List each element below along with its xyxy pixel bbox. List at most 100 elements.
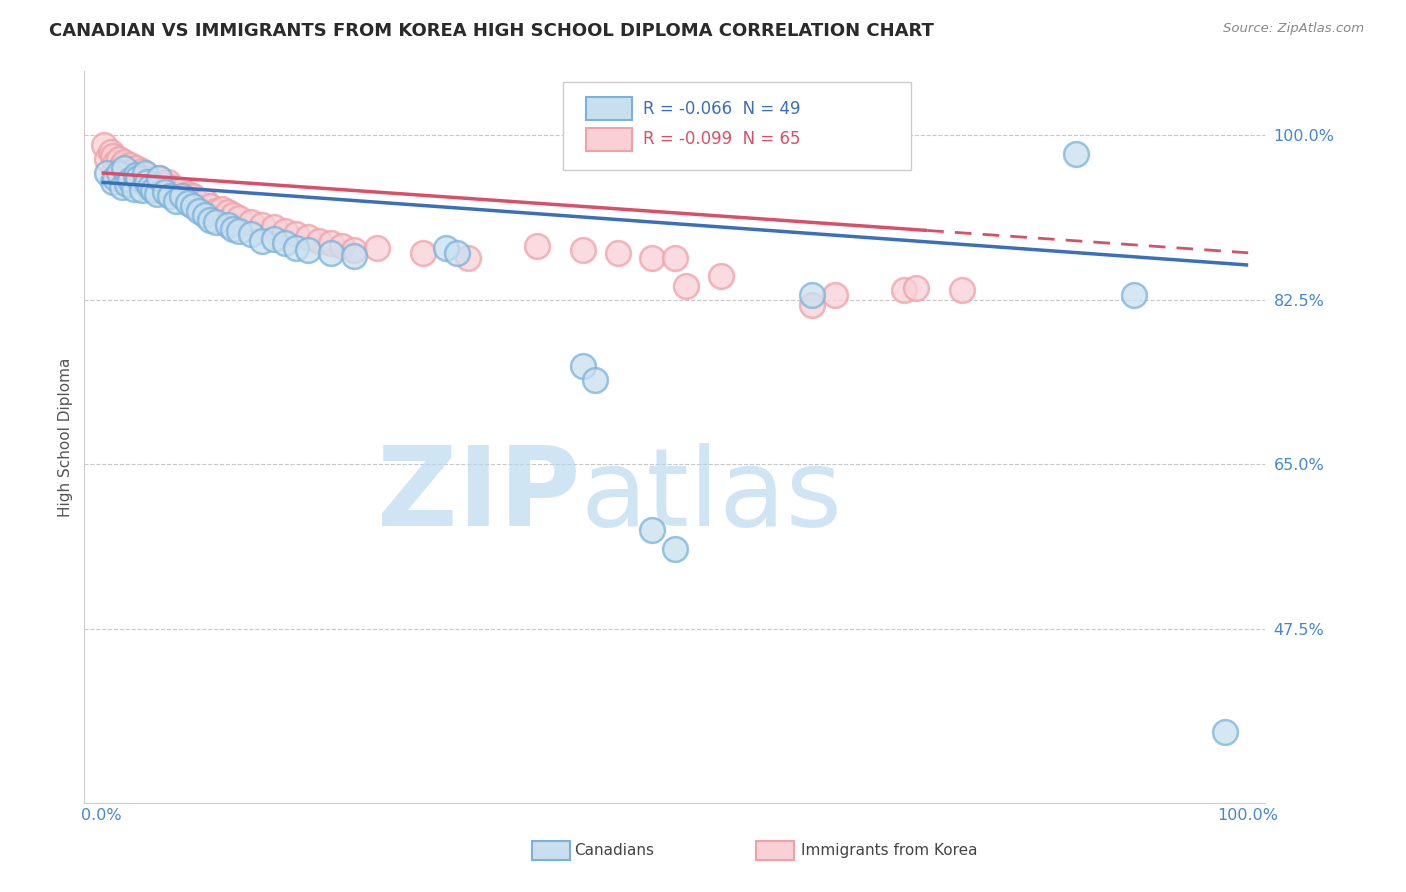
Point	[457, 251, 479, 265]
Point	[131, 164, 153, 178]
Point	[138, 173, 160, 187]
Point	[142, 183, 165, 197]
Point	[263, 232, 285, 246]
Text: CANADIAN VS IMMIGRANTS FROM KOREA HIGH SCHOOL DIPLOMA CORRELATION CHART: CANADIAN VS IMMIGRANTS FROM KOREA HIGH S…	[49, 22, 934, 40]
Point	[148, 170, 170, 185]
Point	[159, 180, 181, 194]
Point	[675, 278, 697, 293]
Point	[572, 243, 595, 257]
Point	[606, 245, 628, 260]
Point	[180, 192, 202, 206]
Point	[330, 239, 353, 253]
Point	[194, 208, 217, 222]
Point	[127, 170, 149, 185]
Point	[263, 220, 285, 235]
Point	[572, 359, 595, 373]
Point	[285, 241, 308, 255]
Point	[188, 196, 211, 211]
Point	[205, 215, 228, 229]
Point	[115, 177, 138, 191]
Point	[801, 288, 824, 302]
Point	[115, 161, 138, 176]
Point	[122, 166, 145, 180]
Text: R = -0.099  N = 65: R = -0.099 N = 65	[643, 130, 800, 148]
Point	[297, 243, 319, 257]
Point	[165, 194, 187, 208]
Point	[169, 186, 191, 201]
Point	[181, 189, 204, 203]
Point	[107, 166, 129, 180]
Point	[136, 175, 159, 189]
Point	[343, 243, 366, 257]
FancyBboxPatch shape	[586, 97, 633, 120]
Point	[434, 241, 457, 255]
FancyBboxPatch shape	[586, 128, 633, 151]
Point	[107, 152, 129, 166]
Point	[446, 245, 468, 260]
Point	[239, 227, 262, 241]
Point	[170, 183, 193, 197]
Point	[904, 280, 927, 294]
Point	[142, 177, 165, 191]
Point	[170, 189, 193, 203]
Point	[136, 168, 159, 182]
Point	[122, 182, 145, 196]
Point	[176, 186, 198, 201]
Point	[101, 175, 124, 189]
Text: R = -0.066  N = 49: R = -0.066 N = 49	[643, 100, 800, 118]
Point	[125, 161, 148, 176]
Point	[319, 245, 342, 260]
Point	[150, 177, 173, 191]
Point	[250, 234, 273, 248]
Point	[148, 170, 170, 185]
Point	[138, 180, 160, 194]
Point	[211, 202, 233, 216]
Point	[100, 145, 122, 160]
Point	[297, 230, 319, 244]
Point	[153, 183, 176, 197]
Text: Immigrants from Korea: Immigrants from Korea	[801, 843, 977, 858]
Point	[217, 205, 239, 219]
Text: Canadians: Canadians	[575, 843, 654, 858]
Point	[308, 234, 330, 248]
Text: Source: ZipAtlas.com: Source: ZipAtlas.com	[1223, 22, 1364, 36]
Point	[157, 175, 180, 189]
Point	[1213, 725, 1236, 739]
Point	[188, 203, 211, 218]
Point	[145, 186, 167, 201]
Point	[801, 297, 824, 311]
Point	[893, 284, 915, 298]
Point	[319, 236, 342, 251]
Point	[664, 251, 686, 265]
Point	[250, 218, 273, 232]
Point	[1064, 147, 1087, 161]
Point	[159, 189, 181, 203]
Point	[228, 224, 250, 238]
Point	[134, 166, 156, 180]
Point	[200, 213, 222, 227]
Point	[96, 166, 118, 180]
Text: ZIP: ZIP	[377, 442, 581, 549]
Point	[162, 185, 184, 199]
Point	[343, 249, 366, 263]
Point	[228, 211, 250, 225]
FancyBboxPatch shape	[562, 82, 911, 170]
Point	[194, 194, 217, 208]
Point	[127, 168, 149, 182]
Point	[664, 541, 686, 556]
Point	[412, 245, 434, 260]
Point	[125, 168, 148, 182]
Point	[145, 173, 167, 187]
Point	[285, 227, 308, 241]
Point	[181, 199, 204, 213]
Point	[93, 137, 115, 152]
Point	[583, 373, 606, 387]
Point	[96, 152, 118, 166]
Point	[239, 215, 262, 229]
Point	[222, 208, 245, 222]
Point	[111, 158, 134, 172]
Point	[120, 173, 142, 187]
Point	[134, 170, 156, 185]
Y-axis label: High School Diploma: High School Diploma	[58, 358, 73, 516]
Point	[205, 203, 228, 218]
